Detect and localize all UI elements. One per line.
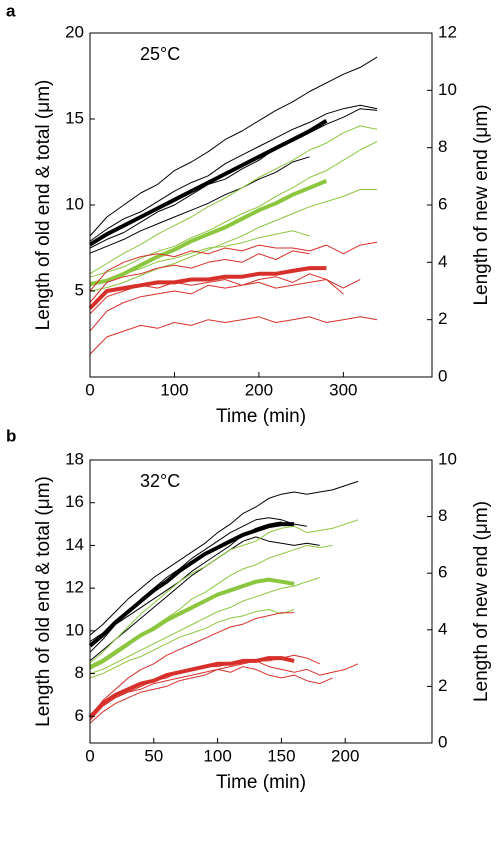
series-line	[89, 544, 333, 670]
y-tick-label: 20	[65, 22, 84, 41]
y2-axis-label: Length of new end (μm)	[471, 104, 492, 305]
x-tick-label: 100	[203, 746, 231, 765]
series-line	[89, 104, 378, 242]
series-line	[89, 156, 310, 254]
y-axis-label: Length of old end & total (μm)	[33, 80, 54, 331]
x-tick-label: 200	[245, 380, 273, 399]
series-line	[89, 666, 333, 716]
y-tick-label: 15	[65, 108, 84, 127]
series-line	[89, 660, 359, 721]
y2-tick-label: 2	[438, 309, 447, 328]
series-line	[89, 577, 320, 675]
x-tick-label: 50	[144, 746, 163, 765]
annotation: 32°C	[140, 471, 180, 491]
panel-label: b	[6, 426, 16, 445]
y-tick-label: 14	[65, 535, 84, 554]
series-line	[89, 179, 328, 287]
annotation: 25°C	[140, 44, 180, 64]
series-line	[88, 522, 295, 648]
series-line	[89, 125, 378, 275]
y-tick-label: 8	[75, 663, 84, 682]
y2-tick-label: 6	[438, 194, 447, 213]
x-tick-label: 150	[267, 746, 295, 765]
y-tick-label: 5	[75, 280, 84, 299]
y2-tick-label: 2	[438, 676, 447, 695]
series-line	[89, 189, 378, 292]
y2-tick-label: 6	[438, 563, 447, 582]
x-axis-label: Time (min)	[216, 406, 306, 427]
y2-tick-label: 10	[438, 80, 457, 99]
y-axis-label: Length of old end & total (μm)	[33, 476, 54, 727]
y2-tick-label: 0	[438, 732, 447, 751]
series-line	[89, 612, 295, 718]
x-axis-label: Time (min)	[216, 772, 306, 793]
panel-label: a	[6, 1, 16, 20]
series-line	[89, 279, 361, 332]
y2-axis-label: Length of new end (μm)	[471, 501, 492, 702]
series-line	[89, 577, 295, 669]
series-line	[89, 609, 295, 679]
y2-tick-label: 8	[438, 506, 447, 525]
y-tick-label: 12	[65, 578, 84, 597]
y2-tick-label: 12	[438, 22, 457, 41]
series-line	[88, 266, 327, 310]
y2-tick-label: 4	[438, 252, 447, 271]
y2-tick-label: 0	[438, 366, 447, 385]
y2-tick-label: 4	[438, 619, 447, 638]
series-line	[89, 56, 378, 237]
y-tick-label: 18	[65, 449, 84, 468]
x-tick-label: 200	[331, 746, 359, 765]
plot-frame	[89, 459, 433, 744]
y-tick-label: 10	[65, 620, 84, 639]
x-tick-label: 100	[160, 380, 188, 399]
y2-tick-label: 10	[438, 449, 457, 468]
series-line	[89, 519, 359, 664]
y-tick-label: 16	[65, 492, 84, 511]
series-line	[89, 480, 359, 636]
series-line	[89, 140, 378, 278]
series-line	[88, 656, 295, 719]
series-line	[89, 316, 378, 355]
series-line	[88, 118, 328, 247]
y2-tick-label: 8	[438, 137, 447, 156]
x-tick-label: 0	[85, 746, 94, 765]
y-tick-label: 10	[65, 194, 84, 213]
y-tick-label: 6	[75, 706, 84, 725]
x-tick-label: 300	[329, 380, 357, 399]
series-line	[89, 250, 310, 303]
series-line	[89, 241, 378, 292]
x-tick-label: 0	[85, 380, 94, 399]
series-line	[89, 108, 378, 249]
